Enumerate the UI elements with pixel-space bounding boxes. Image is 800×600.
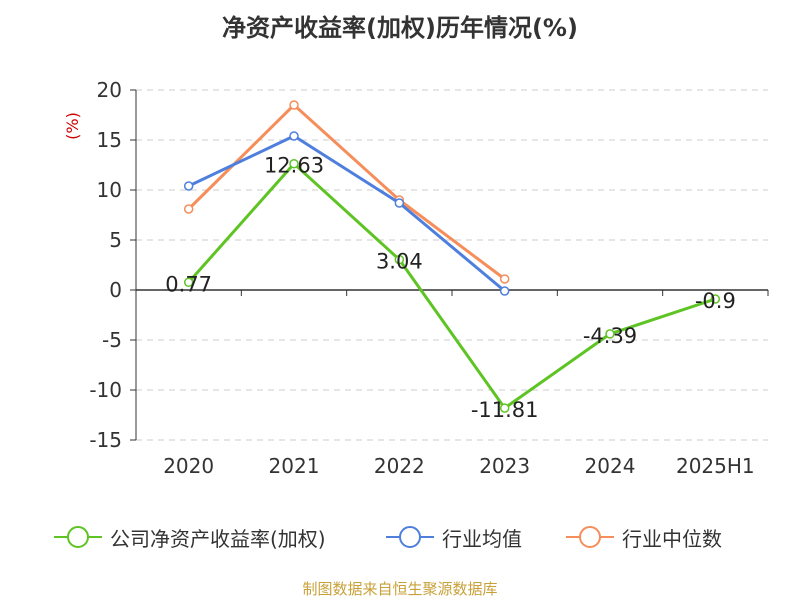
y-tick-label: 10 (97, 178, 122, 202)
data-point (183, 277, 194, 288)
y-tick-label: 0 (109, 278, 122, 302)
data-point (499, 403, 510, 413)
series-line (187, 162, 716, 410)
y-tick-label: -10 (89, 378, 122, 402)
source-note: 制图数据来自恒生聚源数据库 (302, 580, 498, 598)
data-point (289, 100, 299, 110)
data-point (289, 131, 299, 141)
legend-label: 行业均值 (442, 526, 522, 551)
data-point (289, 158, 299, 169)
x-tick-label: 2020 (163, 454, 214, 478)
data-point (394, 198, 405, 208)
data-point (499, 274, 510, 284)
x-tick-label: 2025H1 (676, 454, 755, 478)
chart-title: 净资产收益率(加权)历年情况(%) (222, 14, 578, 42)
y-tick-label: -5 (102, 328, 122, 352)
series-line (187, 103, 506, 281)
data-point (605, 329, 615, 339)
chart-legend: 公司净资产收益率(加权) 行业均值 行业中位数 (0, 520, 800, 554)
legend-item: 公司净资产收益率(加权) (54, 520, 326, 554)
legend-label: 公司净资产收益率(加权) (110, 526, 326, 551)
data-label: -4.39 (583, 324, 637, 348)
legend-marker-icon (54, 526, 102, 548)
y-tick-label: -15 (89, 428, 122, 452)
x-tick-label: 2022 (374, 454, 425, 478)
data-label: 0.77 (165, 272, 212, 296)
y-tick-label: 5 (109, 228, 122, 252)
data-point (499, 286, 510, 296)
data-label: -11.81 (471, 398, 539, 422)
legend-marker-icon (386, 526, 434, 548)
legend-item: 行业均值 (386, 520, 522, 554)
x-tick-label: 2023 (479, 454, 530, 478)
series-line (188, 134, 506, 293)
y-tick-label: 20 (97, 78, 122, 102)
x-tick-label: 2024 (585, 454, 636, 478)
data-label: 3.04 (376, 250, 423, 274)
y-axis-label: (%) (63, 112, 82, 140)
legend-label: 行业中位数 (622, 526, 722, 551)
data-point (394, 254, 405, 265)
data-point (710, 294, 721, 304)
data-point (183, 181, 194, 191)
legend-marker-icon (566, 526, 614, 548)
x-tick-label: 2021 (269, 454, 320, 478)
data-label: -0.9 (695, 289, 736, 313)
y-tick-label: 15 (97, 128, 122, 152)
data-point (183, 204, 194, 214)
data-label: 12.63 (264, 154, 324, 178)
legend-item: 行业中位数 (566, 520, 722, 554)
